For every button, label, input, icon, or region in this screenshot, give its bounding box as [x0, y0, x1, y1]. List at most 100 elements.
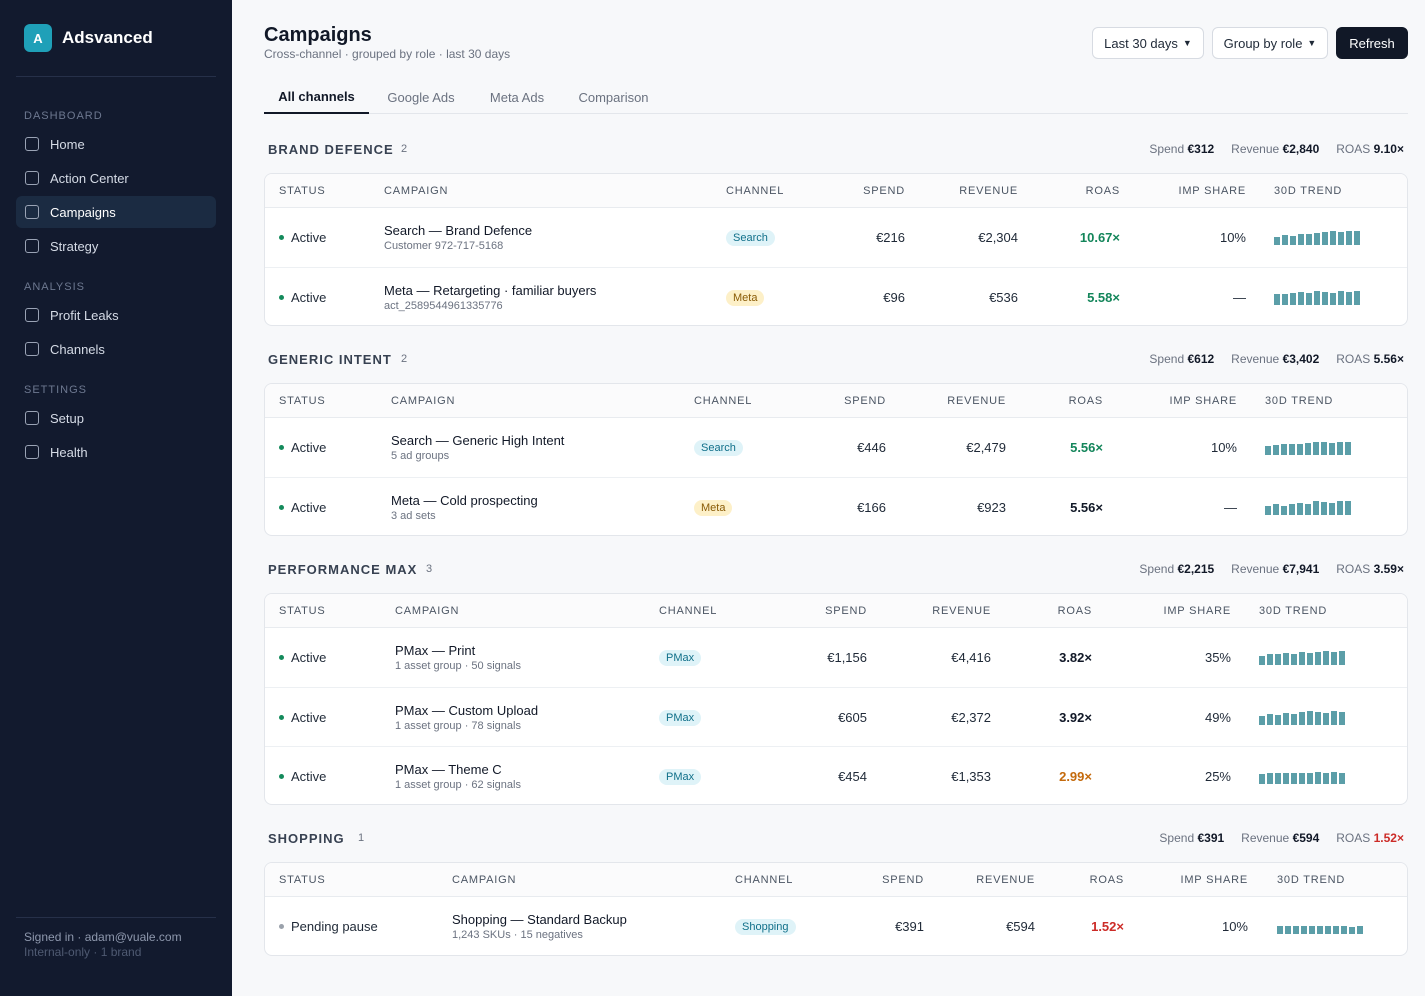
group-roas: 3.59×: [1373, 562, 1404, 576]
status-dot-icon: [279, 655, 284, 660]
table-row[interactable]: Active Meta — Cold prospecting 3 ad sets …: [265, 477, 1407, 535]
trend-bar: [1329, 443, 1335, 455]
sidebar-item-home[interactable]: Home: [16, 128, 216, 160]
group-stats: Spend €2,215 Revenue €7,941 ROAS 3.59×: [1139, 562, 1404, 576]
sidebar-item-campaigns[interactable]: Campaigns: [16, 196, 216, 228]
sidebar-item-label: Home: [50, 136, 85, 152]
revenue-cell: €2,304: [978, 230, 1018, 245]
trend-bar: [1282, 235, 1288, 245]
col-spend[interactable]: SPEND: [882, 874, 924, 886]
spend-cell: €454: [838, 769, 867, 784]
sidebar-item-channels[interactable]: Channels: [16, 333, 216, 365]
col-roas[interactable]: ROAS: [1085, 185, 1120, 197]
col-status[interactable]: STATUS: [279, 874, 326, 886]
trend-bar: [1314, 291, 1320, 305]
channel-badge: Shopping: [735, 918, 796, 935]
col-roas[interactable]: ROAS: [1068, 395, 1103, 407]
setup-icon: [25, 411, 39, 425]
trend-bar: [1349, 927, 1355, 934]
trend-bar: [1273, 445, 1279, 455]
col-revenue[interactable]: REVENUE: [947, 395, 1006, 407]
refresh-button[interactable]: Refresh: [1336, 27, 1408, 59]
col-status[interactable]: STATUS: [279, 185, 326, 197]
campaign-cell[interactable]: Shopping — Standard Backup 1,243 SKUs · 1…: [452, 897, 627, 955]
col-campaign[interactable]: CAMPAIGN: [384, 185, 449, 197]
table-row[interactable]: Active PMax — Print 1 asset group · 50 si…: [265, 628, 1407, 687]
spend-cell: €446: [857, 440, 886, 455]
channel-cell: Search: [726, 208, 775, 267]
app-logo[interactable]: A Adsvanced: [24, 24, 153, 52]
revenue-cell: €2,479: [966, 440, 1006, 455]
status-dot-icon: [279, 505, 284, 510]
col-revenue[interactable]: REVENUE: [976, 874, 1035, 886]
trend-bar: [1345, 442, 1351, 455]
tab-google-ads[interactable]: Google Ads: [387, 89, 455, 105]
col-revenue[interactable]: REVENUE: [959, 185, 1018, 197]
col-status[interactable]: STATUS: [279, 605, 326, 617]
tab-meta-ads[interactable]: Meta Ads: [489, 89, 545, 105]
trend-sparkline: [1274, 230, 1362, 245]
table-row[interactable]: Active Meta — Retargeting · familiar buy…: [265, 267, 1407, 325]
table-row[interactable]: Active PMax — Theme C 1 asset group · 62 …: [265, 746, 1407, 804]
sidebar-item-profit-leaks[interactable]: Profit Leaks: [16, 299, 216, 331]
campaign-cell[interactable]: Meta — Retargeting · familiar buyers act_…: [384, 268, 596, 325]
table-row[interactable]: Active Search — Generic High Intent 5 ad …: [265, 418, 1407, 477]
channel-badge: Meta: [726, 289, 765, 306]
col-imp-share[interactable]: IMP SHARE: [1169, 395, 1237, 407]
col-campaign[interactable]: CAMPAIGN: [391, 395, 456, 407]
campaign-cell[interactable]: PMax — Print 1 asset group · 50 signals: [395, 628, 521, 687]
col-channel[interactable]: CHANNEL: [659, 605, 718, 617]
campaigns-icon: [25, 205, 39, 219]
col-roas[interactable]: ROAS: [1089, 874, 1124, 886]
revenue-label: Revenue: [1231, 352, 1280, 366]
imp-share-cell: 25%: [1204, 769, 1231, 784]
date-range-dropdown[interactable]: Last 30 days ▼: [1092, 27, 1204, 59]
col-channel[interactable]: CHANNEL: [694, 395, 753, 407]
col-spend[interactable]: SPEND: [863, 185, 905, 197]
group-by-dropdown[interactable]: Group by role ▼: [1212, 27, 1328, 59]
table-row[interactable]: Pending pause Shopping — Standard Backup…: [265, 897, 1407, 955]
trend-sparkline: [1259, 710, 1347, 725]
col-imp-share[interactable]: IMP SHARE: [1178, 185, 1246, 197]
col-spend[interactable]: SPEND: [825, 605, 867, 617]
col-spend[interactable]: SPEND: [844, 395, 886, 407]
tab-all-channels[interactable]: All channels: [264, 80, 369, 114]
col-revenue[interactable]: REVENUE: [932, 605, 991, 617]
action-center-icon: [25, 171, 39, 185]
channel-badge: Search: [694, 439, 743, 456]
roas-label: ROAS: [1336, 352, 1371, 366]
trend-bar: [1285, 926, 1291, 934]
col-imp-share[interactable]: IMP SHARE: [1180, 874, 1248, 886]
sidebar-item-strategy[interactable]: Strategy: [16, 230, 216, 262]
imp-share-cell: 49%: [1204, 710, 1231, 725]
col-campaign[interactable]: CAMPAIGN: [395, 605, 460, 617]
col-channel[interactable]: CHANNEL: [726, 185, 785, 197]
group-spend: €391: [1197, 831, 1225, 845]
col-imp-share[interactable]: IMP SHARE: [1163, 605, 1231, 617]
trend-bar: [1306, 293, 1312, 305]
sidebar-item-health[interactable]: Health: [16, 436, 216, 468]
table-row[interactable]: Active Search — Brand Defence Customer 97…: [265, 208, 1407, 267]
channel-cell: PMax: [659, 747, 702, 804]
signed-in-text: Signed in · adam@vuale.com: [24, 930, 182, 944]
col-status[interactable]: STATUS: [279, 395, 326, 407]
campaign-cell[interactable]: PMax — Theme C 1 asset group · 62 signals: [395, 747, 521, 804]
roas-cell: 2.99×: [1059, 769, 1092, 784]
sidebar-item-setup[interactable]: Setup: [16, 402, 216, 434]
campaign-cell[interactable]: Search — Brand Defence Customer 972-717-5…: [384, 208, 532, 267]
campaign-cell[interactable]: Meta — Cold prospecting 3 ad sets: [391, 478, 538, 535]
trend-bar: [1299, 712, 1305, 725]
col-channel[interactable]: CHANNEL: [735, 874, 794, 886]
trend-bar: [1297, 444, 1303, 455]
tab-comparison[interactable]: Comparison: [578, 89, 649, 105]
spend-label: Spend: [1149, 352, 1185, 366]
sidebar-item-action-center[interactable]: Action Center: [16, 162, 216, 194]
app-name: Adsvanced: [62, 28, 153, 47]
campaign-cell[interactable]: Search — Generic High Intent 5 ad groups: [391, 418, 564, 477]
col-roas[interactable]: ROAS: [1057, 605, 1092, 617]
campaign-cell[interactable]: PMax — Custom Upload 1 asset group · 78 s…: [395, 688, 538, 747]
sidebar-footer: Signed in · adam@vuale.com Internal-only…: [24, 930, 182, 960]
table-row[interactable]: Active PMax — Custom Upload 1 asset group…: [265, 687, 1407, 746]
trend-bar: [1313, 501, 1319, 515]
col-campaign[interactable]: CAMPAIGN: [452, 874, 517, 886]
